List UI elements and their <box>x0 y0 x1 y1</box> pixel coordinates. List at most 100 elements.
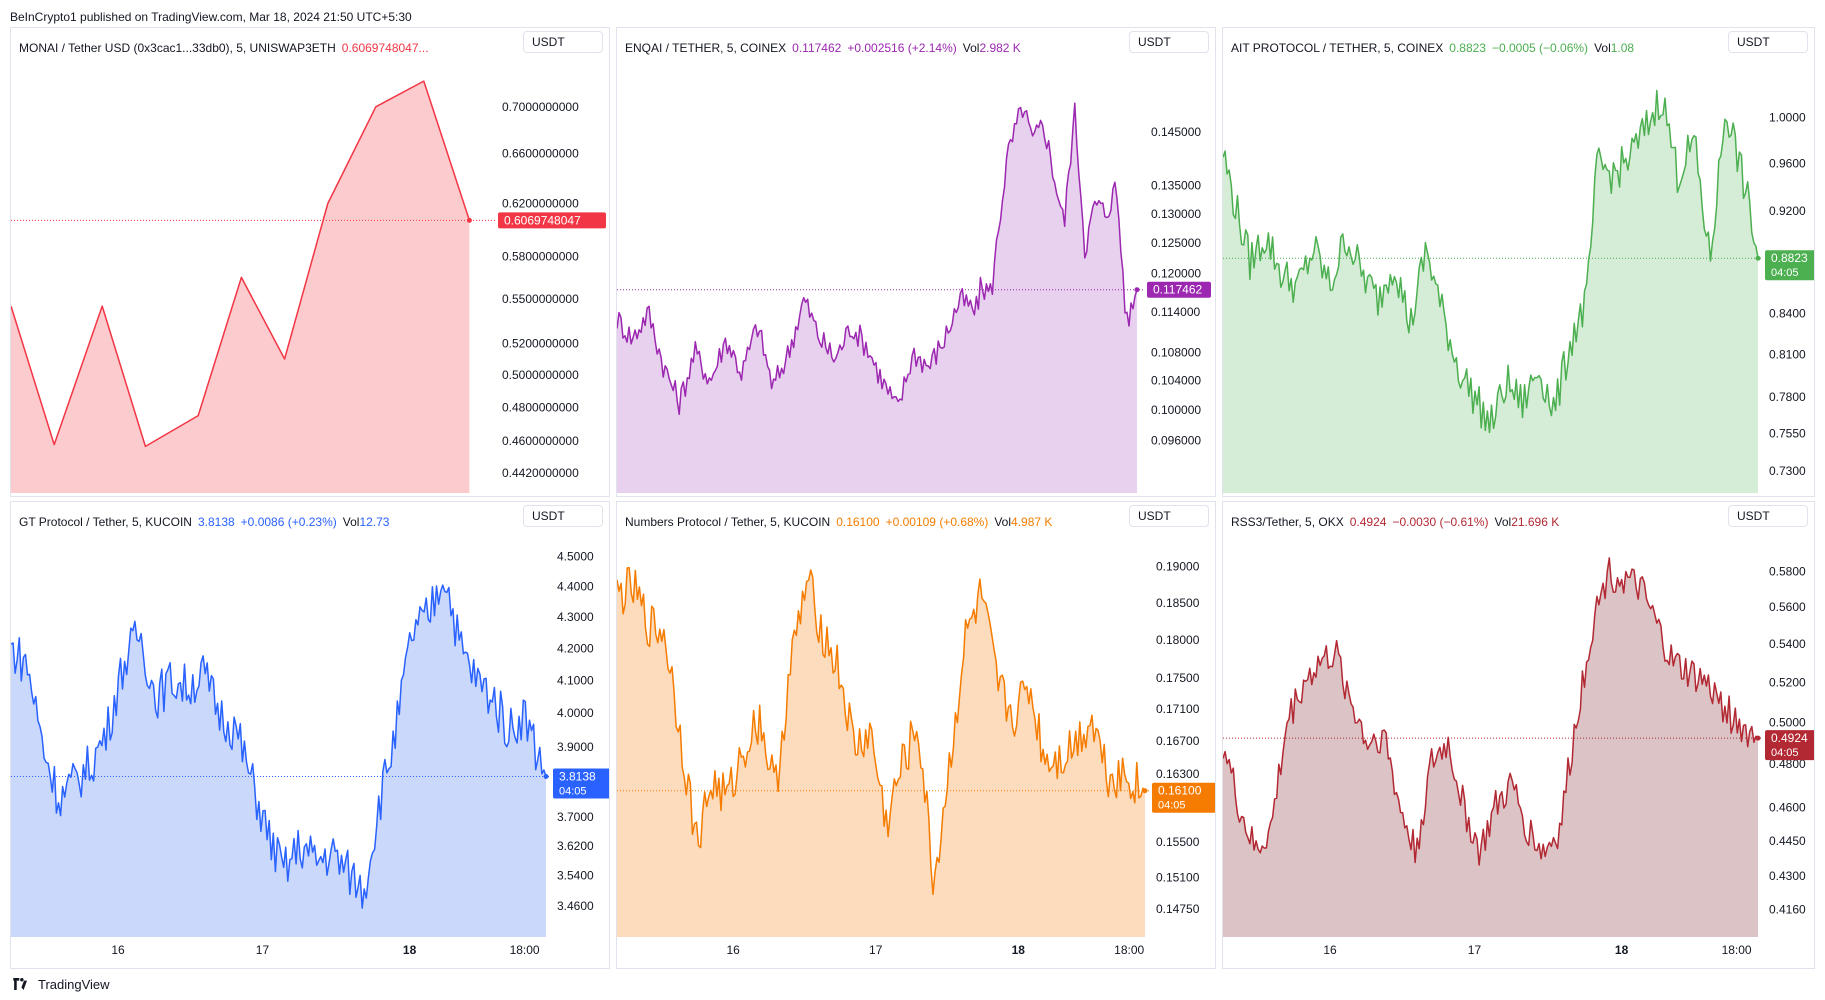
last-price-badge <box>1152 782 1215 813</box>
y-tick-label: 4.4000 <box>557 580 594 594</box>
x-tick-label: 18 <box>1012 943 1026 957</box>
chart-svg[interactable]: 0.7000000000 0.6600000000 0.6200000000 0.58… <box>11 28 609 496</box>
chart-legend: RSS3/Tether, 5, OKX 0.4924 −0.0030 (−0.61%… <box>1231 515 1559 529</box>
y-tick-label: 0.9200 <box>1769 204 1806 218</box>
volume-label: Vol <box>994 515 1012 529</box>
published-header: BeInCrypto1 published on TradingView.com… <box>10 10 412 24</box>
chart-panel-5[interactable]: 0.19000 0.18500 0.18000 0.17500 0.17100 0.167… <box>616 501 1216 969</box>
y-tick-label: 0.5800000000 <box>502 250 579 264</box>
y-tick-label: 1.0000 <box>1769 110 1806 124</box>
volume-value: 2.982 K <box>979 41 1021 55</box>
chart-legend: AIT PROTOCOL / TETHER, 5, COINEX 0.8823 −0… <box>1231 41 1634 55</box>
last-point-marker <box>1134 287 1140 293</box>
series-area <box>617 567 1145 937</box>
volume-label: Vol <box>1594 41 1611 55</box>
series-line <box>617 566 1146 896</box>
y-tick-label: 0.135000 <box>1151 179 1201 193</box>
y-tick-label: 4.5000 <box>557 550 594 564</box>
chart-panel-2[interactable]: 0.145000 0.135000 0.130000 0.125000 0.120000… <box>616 27 1216 497</box>
y-tick-label: 0.18000 <box>1156 633 1200 647</box>
last-price: 3.8138 <box>197 515 235 529</box>
chart-svg[interactable]: 0.19000 0.18500 0.18000 0.17500 0.17100 0.167… <box>617 502 1215 968</box>
last-price: 0.6069748047... <box>341 41 429 55</box>
y-tick-label: 0.100000 <box>1151 403 1201 417</box>
chart-panel-1[interactable]: 0.7000000000 0.6600000000 0.6200000000 0.58… <box>10 27 610 497</box>
volume-value: 21.696 K <box>1511 515 1560 529</box>
chart-panel-4[interactable]: 4.5000 4.4000 4.3000 4.2000 4.1000 4.0000 3.90… <box>10 501 610 969</box>
footer: TradingView <box>10 975 110 993</box>
currency-unit-button[interactable]: USDT <box>1728 31 1808 53</box>
y-tick-label: 0.8400 <box>1769 306 1806 320</box>
chart-svg[interactable]: 1.0000 0.9600 0.9200 0.8400 0.8100 0.7800 0.75… <box>1223 28 1814 496</box>
last-price-badge <box>1765 250 1814 281</box>
chart-svg[interactable]: 4.5000 4.4000 4.3000 4.2000 4.1000 4.0000 3.90… <box>11 502 609 968</box>
chart-panel-3[interactable]: 1.0000 0.9600 0.9200 0.8400 0.8100 0.7800 0.75… <box>1222 27 1815 497</box>
y-tick-label: 0.4300 <box>1769 869 1806 883</box>
symbol-title: AIT PROTOCOL / TETHER, 5, COINEX <box>1231 41 1444 55</box>
series-area <box>1223 90 1758 493</box>
price-change: +0.002516 (+2.14%) <box>847 41 957 55</box>
y-tick-label: 0.7000000000 <box>502 100 579 114</box>
x-tick-label: 18 <box>403 943 417 957</box>
last-point-marker <box>1142 788 1148 794</box>
y-tick-label: 0.108000 <box>1151 345 1201 359</box>
y-tick-label: 0.15500 <box>1156 835 1200 849</box>
last-price-badge <box>1765 730 1814 761</box>
y-tick-label: 0.6200000000 <box>502 196 579 210</box>
x-tick-label: 16 <box>1323 943 1337 957</box>
x-tick-label: 17 <box>256 943 270 957</box>
y-tick-label: 3.7000 <box>557 810 594 824</box>
last-price-badge-label: 0.6069748047 <box>504 213 581 227</box>
last-price-badge-label: 0.4924 <box>1771 731 1808 745</box>
currency-unit-button[interactable]: USDT <box>1728 505 1808 527</box>
y-tick-label: 0.8100 <box>1769 347 1806 361</box>
y-tick-label: 0.5000000000 <box>502 368 579 382</box>
currency-unit-button[interactable]: USDT <box>523 505 603 527</box>
y-tick-label: 0.18500 <box>1156 596 1200 610</box>
price-change: +0.0086 (+0.23%) <box>240 515 337 529</box>
series-area <box>617 103 1137 493</box>
symbol-title: RSS3/Tether, 5, OKX <box>1231 515 1344 529</box>
y-tick-label: 0.7300 <box>1769 464 1806 478</box>
y-tick-label: 0.16700 <box>1156 734 1200 748</box>
last-price: 0.16100 <box>836 515 880 529</box>
y-tick-label: 0.4800000000 <box>502 400 579 414</box>
chart-svg[interactable]: 0.5800 0.5600 0.5400 0.5200 0.5000 0.4800 0.46… <box>1223 502 1814 968</box>
y-tick-label: 0.16300 <box>1156 767 1200 781</box>
y-tick-label: 0.4600000000 <box>502 434 579 448</box>
chart-svg[interactable]: 0.145000 0.135000 0.130000 0.125000 0.120000… <box>617 28 1215 496</box>
y-tick-label: 0.4420000000 <box>502 466 579 480</box>
chart-panel-6[interactable]: 0.5800 0.5600 0.5400 0.5200 0.5000 0.4800 0.46… <box>1222 501 1815 969</box>
series-area <box>11 81 470 493</box>
symbol-title: GT Protocol / Tether, 5, KUCOIN <box>19 515 192 529</box>
price-change: +0.00109 (+0.68%) <box>885 515 989 529</box>
y-tick-label: 0.4160 <box>1769 903 1806 917</box>
symbol-title: Numbers Protocol / Tether, 5, KUCOIN <box>625 515 831 529</box>
bar-countdown: 04:05 <box>1771 747 1799 759</box>
y-tick-label: 0.145000 <box>1151 125 1201 139</box>
y-tick-label: 0.5400 <box>1769 637 1806 651</box>
y-tick-label: 0.130000 <box>1151 207 1201 221</box>
x-tick-label: 17 <box>1468 943 1482 957</box>
last-price: 0.8823 <box>1449 41 1486 55</box>
volume-value: 12.73 <box>359 515 390 529</box>
y-tick-label: 0.5200000000 <box>502 337 579 351</box>
y-tick-label: 0.14750 <box>1156 902 1200 916</box>
bar-countdown: 04:05 <box>1771 267 1799 279</box>
y-tick-label: 0.4450 <box>1769 834 1806 848</box>
currency-unit-button[interactable]: USDT <box>523 31 603 53</box>
x-tick-label: 18:00 <box>1114 943 1144 957</box>
series-line <box>617 102 1138 416</box>
y-tick-label: 0.104000 <box>1151 374 1201 388</box>
chart-legend: Numbers Protocol / Tether, 5, KUCOIN 0.16… <box>625 515 1052 529</box>
last-point-marker <box>466 217 472 223</box>
y-tick-label: 0.9600 <box>1769 156 1806 170</box>
y-tick-label: 0.17500 <box>1156 671 1200 685</box>
y-tick-label: 4.3000 <box>557 610 594 624</box>
footer-brand: TradingView <box>38 976 110 992</box>
series-line <box>11 80 471 448</box>
currency-unit-button[interactable]: USDT <box>1129 505 1209 527</box>
y-tick-label: 0.4800 <box>1769 757 1806 771</box>
currency-unit-button[interactable]: USDT <box>1129 31 1209 53</box>
y-tick-label: 0.15100 <box>1156 870 1200 884</box>
